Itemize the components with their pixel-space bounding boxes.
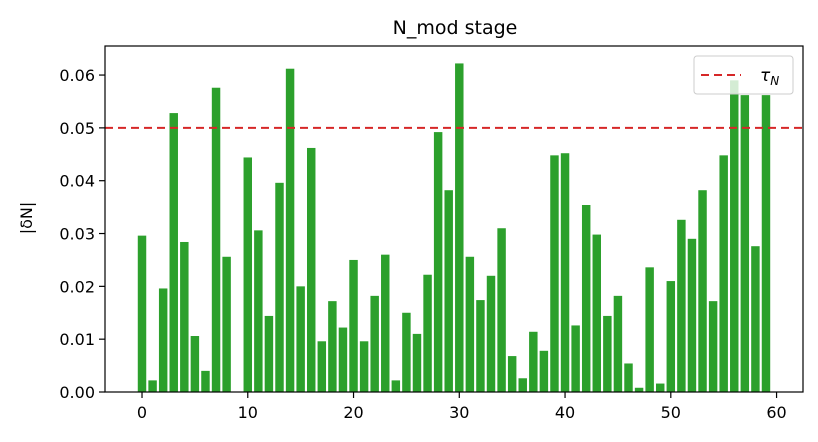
x-tick-label: 10 xyxy=(238,403,258,422)
bar xyxy=(740,95,750,392)
bar xyxy=(581,205,591,392)
bar xyxy=(359,341,369,392)
bar xyxy=(751,246,760,392)
bar xyxy=(698,190,707,392)
bar xyxy=(666,281,676,392)
bar xyxy=(677,219,686,392)
bar xyxy=(433,132,443,392)
bar xyxy=(211,87,221,392)
bar xyxy=(370,295,379,392)
bar xyxy=(222,256,231,392)
bar xyxy=(423,274,432,392)
legend-label-subscript: N xyxy=(770,74,779,88)
bar xyxy=(656,383,665,392)
legend-label: τN xyxy=(760,66,779,88)
bar xyxy=(275,182,284,392)
y-tick-label: 0.00 xyxy=(59,383,95,402)
bar xyxy=(486,275,496,392)
bar xyxy=(539,350,549,392)
bar xyxy=(592,234,601,392)
bar xyxy=(560,153,570,392)
y-tick-label: 0.03 xyxy=(59,225,95,244)
bar xyxy=(719,155,728,392)
bar xyxy=(264,315,274,392)
legend-box xyxy=(693,55,794,95)
bar xyxy=(465,256,475,392)
y-tick-label: 0.05 xyxy=(59,119,95,138)
plot-frame xyxy=(104,45,804,393)
bar xyxy=(201,370,210,392)
x-tick-label: 50 xyxy=(661,403,681,422)
x-axis-ticks: 0 10 20 30 40 50 60 xyxy=(137,392,787,422)
bar xyxy=(381,254,390,392)
y-tick-label: 0.02 xyxy=(59,277,95,296)
bar xyxy=(328,301,337,392)
bar xyxy=(180,241,189,392)
y-axis-label: |δN| xyxy=(17,202,36,235)
bar xyxy=(507,356,517,392)
bar xyxy=(708,301,718,392)
y-tick-label: 0.04 xyxy=(59,172,95,191)
bar xyxy=(254,230,263,392)
bar xyxy=(529,331,538,392)
bar xyxy=(349,259,358,392)
bar xyxy=(613,295,623,392)
bar xyxy=(158,288,168,392)
x-tick-label: 20 xyxy=(343,403,363,422)
bars xyxy=(137,63,771,393)
bar xyxy=(190,336,200,392)
bar xyxy=(634,387,644,392)
bar xyxy=(338,327,348,392)
bar xyxy=(137,235,147,392)
bar xyxy=(444,190,453,392)
bar xyxy=(296,286,305,392)
x-tick-label: 30 xyxy=(449,403,469,422)
bar xyxy=(412,333,422,392)
bar xyxy=(169,113,178,392)
bar xyxy=(730,80,739,392)
x-tick-label: 0 xyxy=(137,403,147,422)
y-tick-label: 0.06 xyxy=(59,66,95,85)
bar xyxy=(476,300,485,392)
bar xyxy=(761,95,771,392)
bar xyxy=(624,363,633,392)
bar xyxy=(497,228,506,392)
bar xyxy=(603,315,612,392)
bar xyxy=(518,378,527,392)
bar xyxy=(571,325,580,392)
legend-label-symbol: τ xyxy=(760,66,771,86)
bar xyxy=(243,157,252,392)
bar xyxy=(687,238,697,392)
bar xyxy=(285,68,295,393)
y-tick-label: 0.01 xyxy=(59,330,95,349)
bar xyxy=(391,380,401,392)
bar xyxy=(148,380,157,392)
legend: τN xyxy=(693,55,794,95)
chart-title: N_mod stage xyxy=(393,17,518,39)
bar xyxy=(645,267,654,392)
bar xyxy=(455,63,464,393)
y-axis-ticks: 0.00 0.01 0.02 0.03 0.04 0.05 0.06 xyxy=(59,66,105,402)
x-tick-label: 40 xyxy=(555,403,575,422)
bar xyxy=(402,312,411,392)
bar xyxy=(550,155,559,392)
bar xyxy=(307,147,316,392)
bar xyxy=(317,341,327,392)
x-tick-label: 60 xyxy=(766,403,786,422)
